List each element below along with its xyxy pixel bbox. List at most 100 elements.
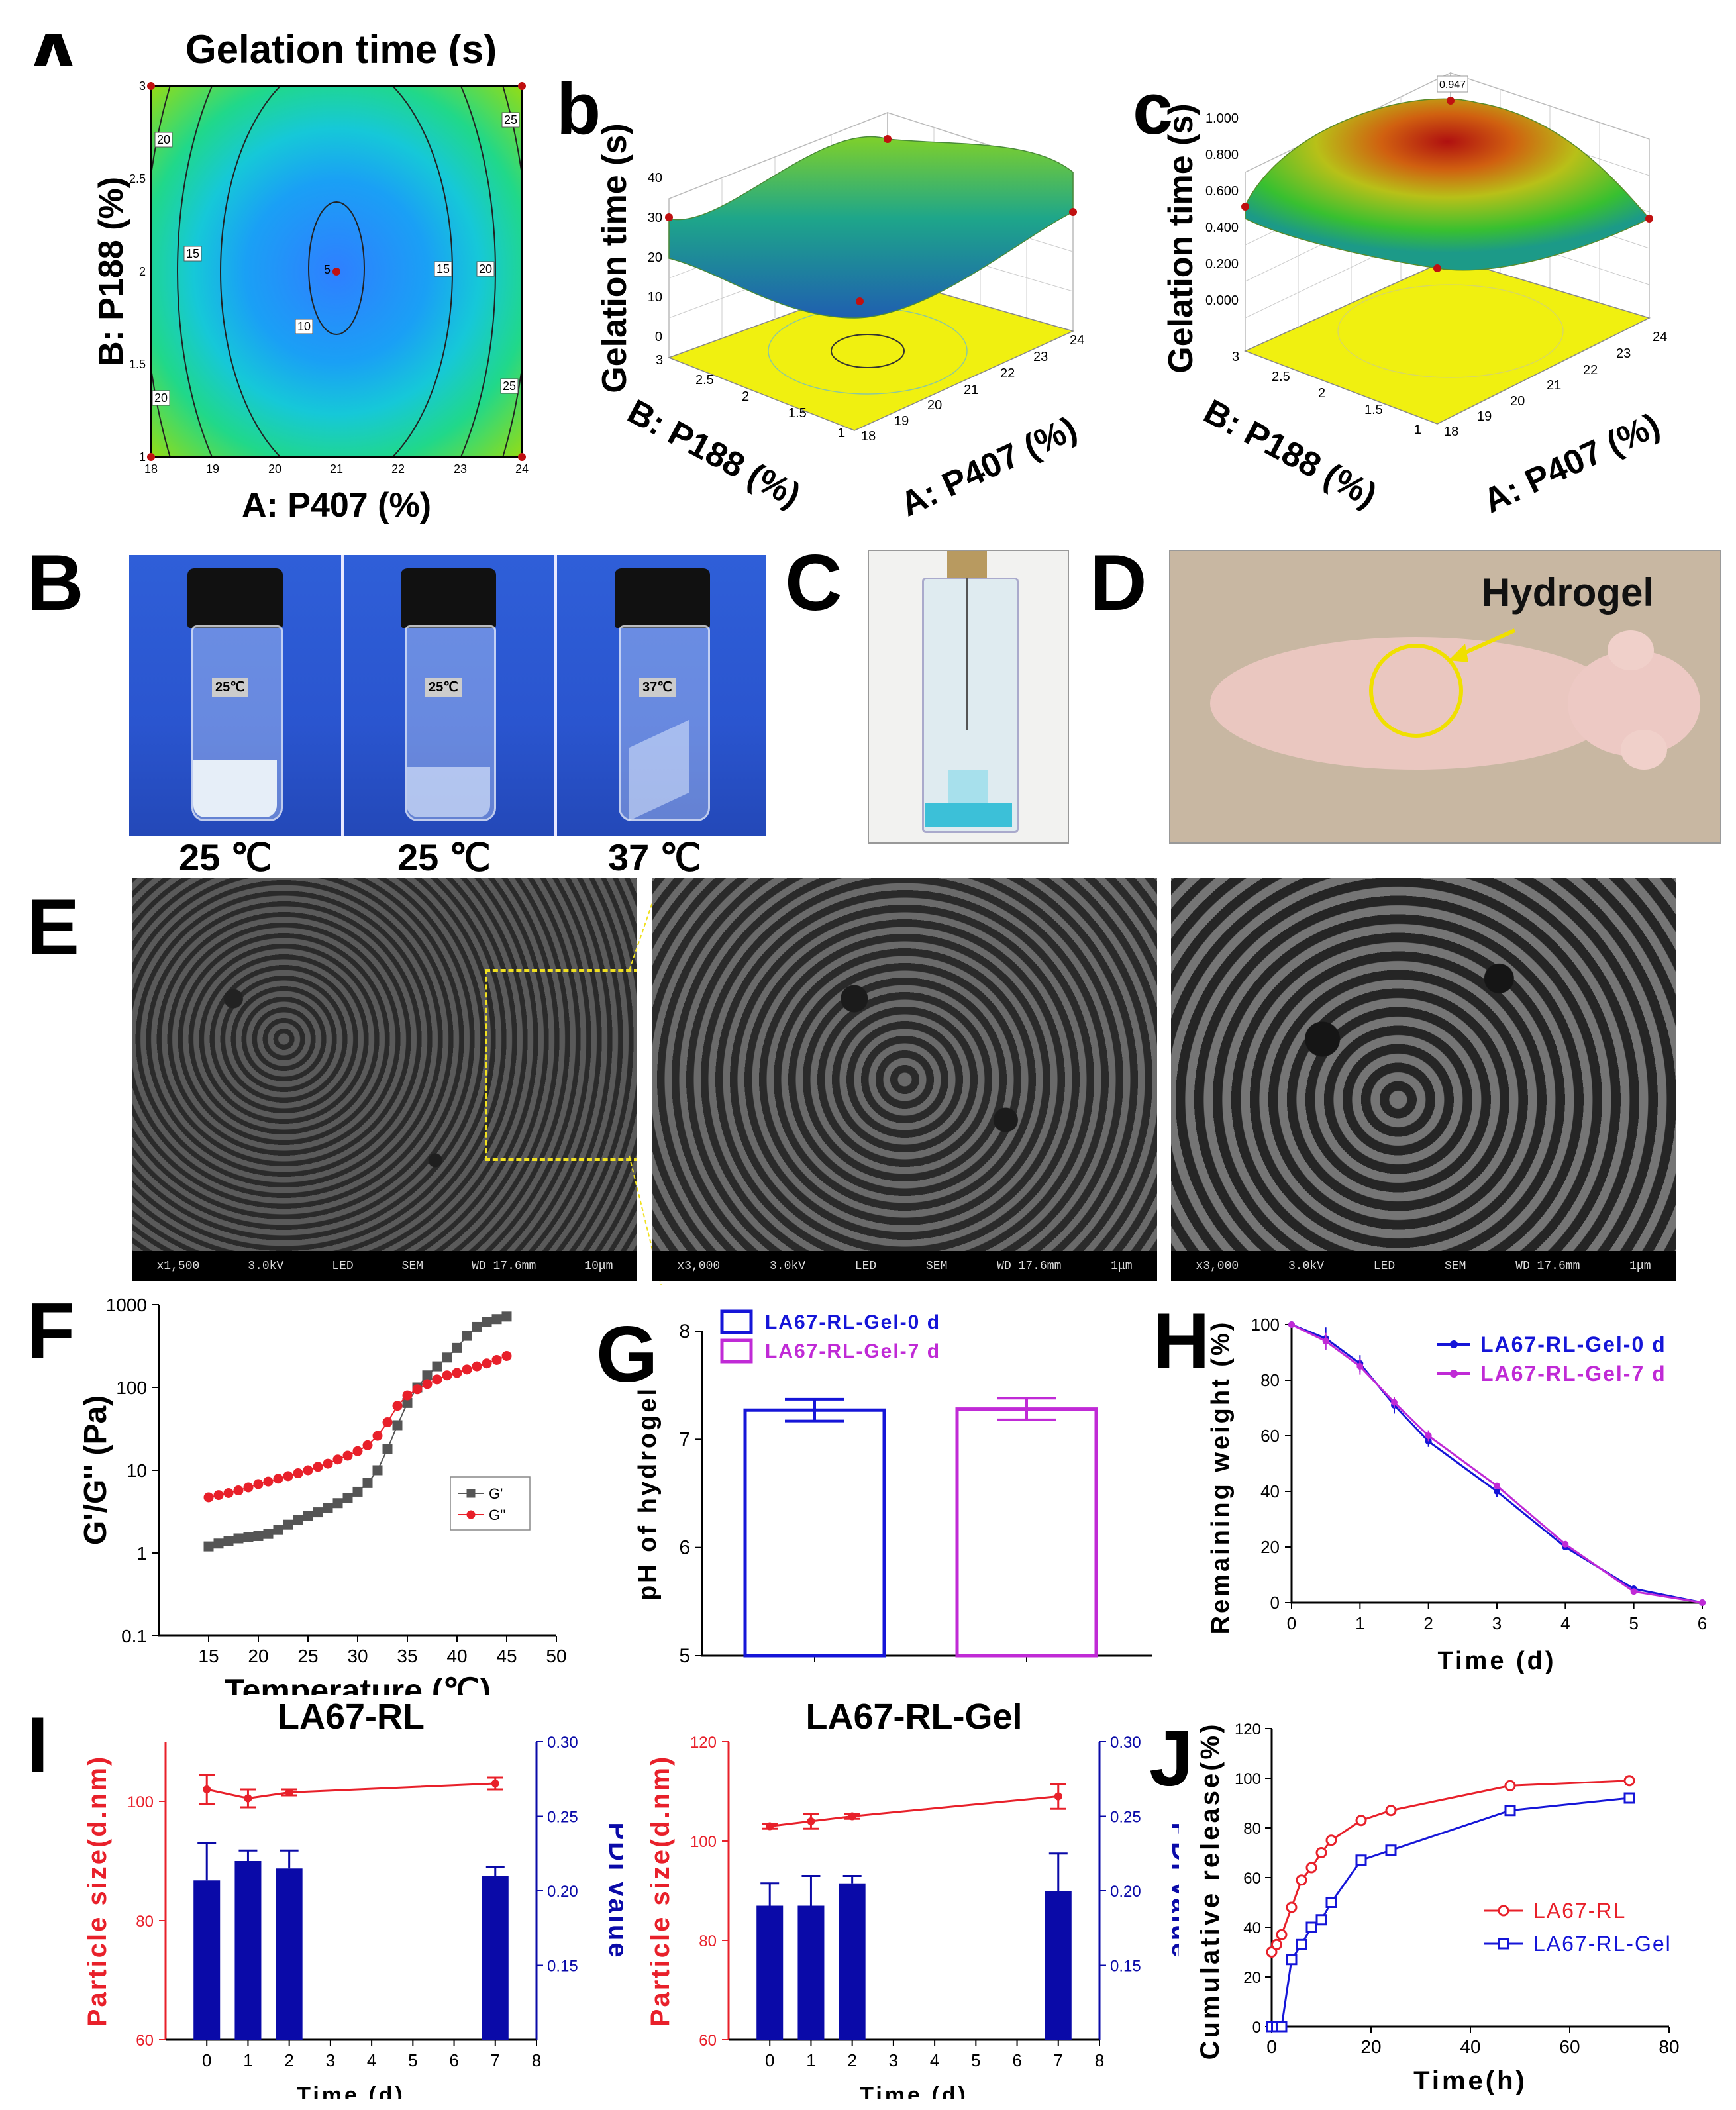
y-tick-label: 120	[690, 1734, 717, 1752]
y-tick-label: 10	[127, 1460, 147, 1481]
data-point	[243, 1532, 254, 1542]
size-line	[770, 1795, 1058, 1827]
legend-label: LA67-RL-Gel-0 d	[765, 1311, 941, 1333]
legend-marker	[1450, 1370, 1458, 1378]
data-point	[332, 1454, 343, 1465]
sem-info: 3.0kV	[248, 1260, 284, 1273]
vial-temp-tag: 25℃	[212, 678, 248, 697]
data-point	[501, 1350, 512, 1361]
z-axis-label: Gelation time (s)	[1162, 103, 1200, 373]
y-tick-label: 0	[1252, 2019, 1261, 2036]
sem-info: LED	[332, 1260, 354, 1273]
data-point	[203, 1785, 211, 1793]
data-point	[253, 1531, 264, 1541]
y2-tick-label: 0.20	[1110, 1883, 1141, 1901]
contour-label: 20	[154, 391, 168, 405]
x-axis-label: Time(h)	[1413, 2066, 1527, 2095]
x-tick-label: 40	[1460, 2036, 1480, 2057]
x-tick: 20	[268, 462, 281, 476]
y-tick-label: 0.1	[121, 1626, 147, 1646]
y2-tick-label: 0.25	[547, 1809, 578, 1827]
sem-info: WD 17.6mm	[472, 1260, 536, 1273]
data-point	[432, 1374, 442, 1385]
data-point	[501, 1311, 512, 1322]
data-point	[442, 1352, 452, 1363]
mouse-photo: Hydrogel	[1169, 550, 1721, 844]
y-tick: 1	[139, 450, 146, 464]
z-tick: 0.000	[1205, 293, 1239, 308]
design-point	[856, 297, 864, 305]
chart-I-LA67-RL-Gel: LA67-RL-Gel 0 1 2 3 4 5 6 7 8 60 80 100 120 0.15 0.20 0.…	[646, 1702, 1179, 2099]
data-point	[1276, 2021, 1288, 2033]
data-point	[293, 1468, 303, 1479]
x-axis-label: A: P407 (%)	[1478, 406, 1666, 521]
legend-label: LA67-RL-Gel-7 d	[1480, 1362, 1666, 1385]
z-tick: 20	[648, 250, 662, 265]
x-tick-label: 45	[496, 1646, 517, 1666]
z-tick: 10	[648, 290, 662, 305]
data-point	[342, 1450, 353, 1461]
y-tick-label: 1	[136, 1543, 147, 1564]
y2-tick-label: 0.15	[547, 1958, 578, 1976]
panel-label-I: I	[26, 1701, 49, 1789]
contour-plot-a: 20 25 15 15 20 5 10 20 25 18 19 20 21 22…	[0, 66, 556, 543]
y-tick: 2	[139, 265, 146, 278]
sem-info: WD 17.6mm	[1515, 1260, 1580, 1273]
legend-marker	[1450, 1340, 1458, 1348]
x-axis-label: A: P407 (%)	[895, 409, 1083, 524]
zoom-region-box	[485, 969, 637, 1161]
x-tick-label: 25	[297, 1646, 318, 1666]
contour-label: 10	[297, 320, 311, 333]
design-point	[1069, 208, 1077, 216]
data-point	[766, 1822, 774, 1831]
y-tick: 1	[838, 426, 845, 440]
x-tick-label: 5	[1629, 1613, 1638, 1633]
legend-marker	[466, 1489, 476, 1498]
legend-swatch	[720, 1309, 753, 1334]
design-point	[665, 213, 673, 221]
x-tick-label: 1	[243, 2050, 252, 2070]
data-point	[273, 1525, 283, 1535]
pdi-bar	[1045, 1891, 1072, 2040]
y-tick-label: 6	[679, 1537, 690, 1559]
contour-label: 20	[479, 262, 492, 276]
data-point	[462, 1331, 472, 1341]
y-axis-label: Remaining weight (%)	[1207, 1320, 1235, 1634]
data-point	[1355, 1815, 1367, 1827]
data-point	[412, 1384, 423, 1395]
x-tick-label: 5	[971, 2050, 980, 2070]
data-point	[1356, 1363, 1364, 1370]
vial-photo-panel: 25℃ 25℃ 37℃	[129, 555, 766, 836]
vial-caption: 37 ℃	[608, 836, 701, 878]
sem-info-bar: x1,500 3.0kV LED SEM WD 17.6mm 10μm	[132, 1251, 637, 1281]
contour-line-10	[308, 201, 365, 335]
data-point	[472, 1321, 482, 1332]
design-point	[1433, 264, 1441, 272]
x-tick: 18	[144, 462, 158, 476]
x-tick-label: 15	[198, 1646, 219, 1666]
y-tick: 3	[139, 79, 146, 93]
x-tick: 20	[927, 398, 942, 413]
legend-label: LA67-RL-Gel-7 d	[765, 1340, 941, 1362]
data-point	[1288, 1321, 1295, 1328]
design-point	[147, 82, 155, 90]
y2-tick-label: 0.30	[547, 1734, 578, 1752]
data-point	[442, 1370, 452, 1381]
data-point	[313, 1507, 323, 1518]
y-axis-label: pH of hydrogel	[634, 1386, 662, 1601]
surface-plot-b: 0 10 20 30 40 3 2.5 2 1.5 1 18 19 20 21 …	[595, 111, 1084, 524]
hydrogel-marker-circle	[1369, 644, 1463, 738]
panel-label-H: H	[1152, 1297, 1210, 1385]
x-tick-label: 7	[1054, 2050, 1063, 2070]
vial-3: 37℃	[609, 568, 715, 821]
y2-tick-label: 0.20	[547, 1883, 578, 1901]
y2-axis-label: PDI value	[1166, 1822, 1179, 1959]
series-line	[1270, 1780, 1630, 1953]
panel-label-F: F	[26, 1287, 76, 1376]
y-tick: 3	[656, 353, 663, 368]
data-point	[233, 1485, 244, 1496]
y2-tick-label: 0.15	[1110, 1958, 1141, 1976]
y-tick: 2.5	[129, 172, 146, 185]
data-point	[303, 1465, 313, 1476]
data-point	[1623, 1775, 1635, 1787]
